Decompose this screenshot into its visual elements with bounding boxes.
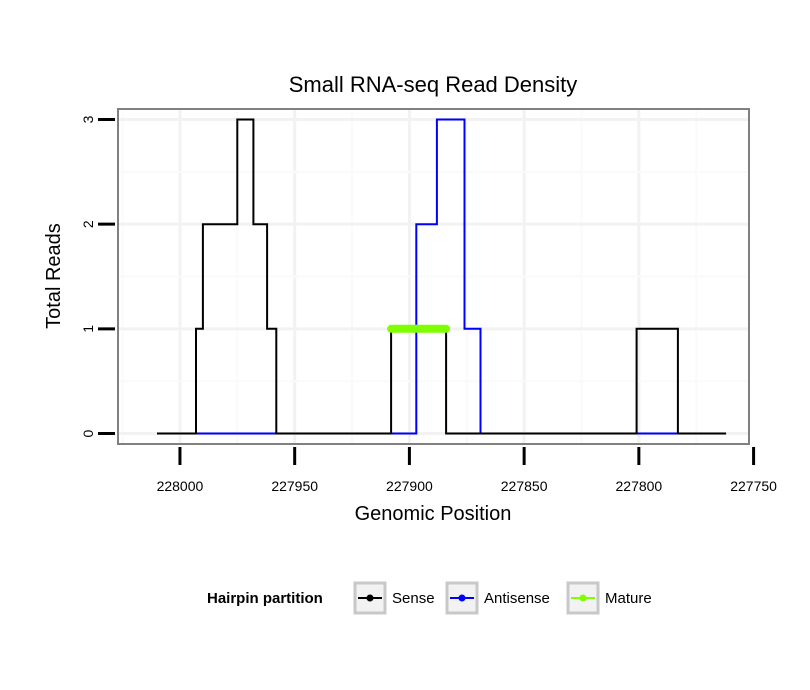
chart-title: Small RNA-seq Read Density [289, 72, 578, 97]
legend-label-sense: Sense [392, 590, 435, 607]
grid [118, 109, 749, 444]
x-axis-title: Genomic Position [355, 503, 512, 525]
x-tick-label: 227900 [386, 478, 433, 494]
legend-key-point [458, 594, 466, 602]
legend-key-point [579, 594, 587, 602]
legend-key-point [366, 594, 374, 602]
legend: Hairpin partition Sense Antisense Mature [207, 581, 652, 615]
y-tick-label: 3 [80, 115, 96, 123]
series-layer [157, 118, 727, 435]
x-tick-label: 227950 [271, 478, 318, 494]
plot-border [117, 108, 750, 445]
x-tick-label: 228000 [157, 478, 204, 494]
legend-title: Hairpin partition [207, 590, 323, 607]
y-axis: 0 1 2 3 [80, 115, 115, 437]
y-tick-label: 1 [80, 325, 96, 333]
x-tick-label: 227850 [501, 478, 548, 494]
x-tick-label: 227800 [616, 478, 663, 494]
legend-label-mature: Mature [605, 590, 652, 607]
y-tick-label: 2 [80, 220, 96, 228]
x-tick-label: 227750 [730, 478, 777, 494]
y-tick-label: 0 [80, 429, 96, 437]
legend-label-antisense: Antisense [484, 590, 550, 607]
y-axis-title: Total Reads [43, 223, 65, 329]
series-line-sense [157, 118, 727, 435]
x-axis: 228000 227950 227900 227850 227800 227750 [157, 447, 777, 494]
